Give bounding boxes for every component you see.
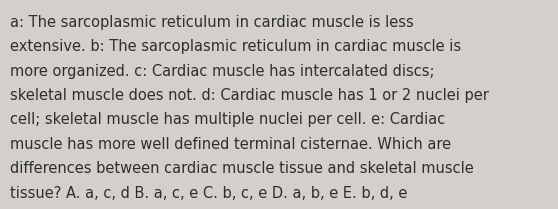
Text: skeletal muscle does not. d: Cardiac muscle has 1 or 2 nuclei per: skeletal muscle does not. d: Cardiac mus…	[10, 88, 489, 103]
Text: muscle has more well defined terminal cisternae. Which are: muscle has more well defined terminal ci…	[10, 137, 451, 152]
Text: differences between cardiac muscle tissue and skeletal muscle: differences between cardiac muscle tissu…	[10, 161, 474, 176]
Text: tissue? A. a, c, d B. a, c, e C. b, c, e D. a, b, e E. b, d, e: tissue? A. a, c, d B. a, c, e C. b, c, e…	[10, 186, 407, 201]
Text: cell; skeletal muscle has multiple nuclei per cell. e: Cardiac: cell; skeletal muscle has multiple nucle…	[10, 112, 445, 127]
Text: a: The sarcoplasmic reticulum in cardiac muscle is less: a: The sarcoplasmic reticulum in cardiac…	[10, 15, 414, 30]
Text: extensive. b: The sarcoplasmic reticulum in cardiac muscle is: extensive. b: The sarcoplasmic reticulum…	[10, 39, 461, 54]
Text: more organized. c: Cardiac muscle has intercalated discs;: more organized. c: Cardiac muscle has in…	[10, 64, 435, 79]
